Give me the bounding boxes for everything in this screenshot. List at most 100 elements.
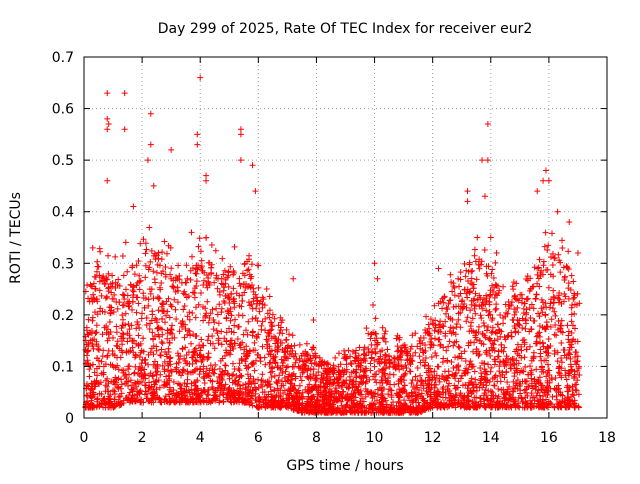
data-point [549, 305, 556, 312]
data-point [444, 357, 451, 364]
data-point [231, 366, 238, 373]
data-point [244, 267, 251, 274]
data-point [122, 394, 129, 401]
data-point [519, 295, 526, 302]
data-point [262, 327, 269, 334]
data-point [521, 341, 528, 348]
data-point [365, 408, 372, 415]
data-point [140, 348, 147, 355]
data-point [211, 279, 218, 286]
data-point [554, 208, 561, 215]
data-point [446, 328, 453, 335]
data-point [558, 317, 565, 324]
data-point [142, 250, 149, 257]
data-point [237, 283, 244, 290]
data-point [266, 314, 273, 321]
data-point [296, 341, 303, 348]
data-point [415, 399, 422, 406]
data-point [105, 331, 112, 338]
data-point [246, 271, 253, 278]
data-point [384, 346, 391, 353]
data-point [215, 337, 222, 344]
data-point [451, 373, 458, 380]
data-point [574, 377, 581, 384]
data-point [561, 352, 568, 359]
data-point [462, 367, 469, 374]
data-point [566, 219, 573, 226]
data-point [187, 267, 194, 274]
data-point [244, 392, 251, 399]
data-point [179, 345, 186, 352]
data-point [161, 319, 168, 326]
data-point [407, 397, 414, 404]
data-point [218, 375, 225, 382]
plot-frame [83, 56, 608, 419]
data-point [146, 224, 153, 231]
data-point [537, 396, 544, 403]
data-point [266, 360, 273, 367]
data-point [497, 373, 504, 380]
y-tick-label: 0.5 [52, 153, 74, 169]
data-point [433, 352, 440, 359]
data-point [265, 402, 272, 409]
data-point [452, 369, 459, 376]
data-point [288, 343, 295, 350]
data-point [366, 405, 373, 412]
data-point [105, 252, 112, 259]
data-point [558, 322, 565, 329]
data-point [203, 234, 210, 241]
data-point [121, 373, 128, 380]
data-point [328, 367, 335, 374]
data-point [467, 307, 474, 314]
data-point [468, 390, 475, 397]
data-point [356, 400, 363, 407]
data-point [559, 237, 566, 244]
data-point [266, 378, 273, 385]
data-point [168, 303, 175, 310]
data-point [356, 381, 363, 388]
data-point [392, 364, 399, 371]
data-point [133, 309, 140, 316]
data-point [165, 345, 172, 352]
data-point [234, 335, 241, 342]
data-point [258, 322, 265, 329]
data-point [347, 353, 354, 360]
data-point [192, 265, 199, 272]
data-point [449, 316, 456, 323]
data-point [503, 353, 510, 360]
data-point [548, 230, 555, 237]
data-point [279, 360, 286, 367]
data-point [198, 264, 205, 271]
data-point [230, 329, 237, 336]
data-point [131, 271, 138, 278]
data-point [112, 253, 119, 260]
data-point [381, 370, 388, 377]
data-point [515, 400, 522, 407]
data-point [249, 162, 256, 169]
data-point [184, 370, 191, 377]
data-point [93, 322, 100, 329]
data-point [478, 315, 485, 322]
data-point [343, 361, 350, 368]
data-point [487, 291, 494, 298]
data-point [130, 283, 137, 290]
data-point [236, 395, 243, 402]
data-point [289, 347, 296, 354]
data-point [325, 394, 332, 401]
data-point [89, 314, 96, 321]
data-point [394, 332, 401, 339]
data-point [111, 388, 118, 395]
data-point [129, 382, 136, 389]
data-point [411, 408, 418, 415]
data-point [573, 387, 580, 394]
data-point [267, 398, 274, 405]
data-point [519, 378, 526, 385]
data-point [162, 381, 169, 388]
data-point [249, 361, 256, 368]
data-point [360, 346, 367, 353]
data-point [398, 356, 405, 363]
data-point [275, 336, 282, 343]
data-point [492, 306, 499, 313]
data-point [365, 345, 372, 352]
data-point [565, 397, 572, 404]
